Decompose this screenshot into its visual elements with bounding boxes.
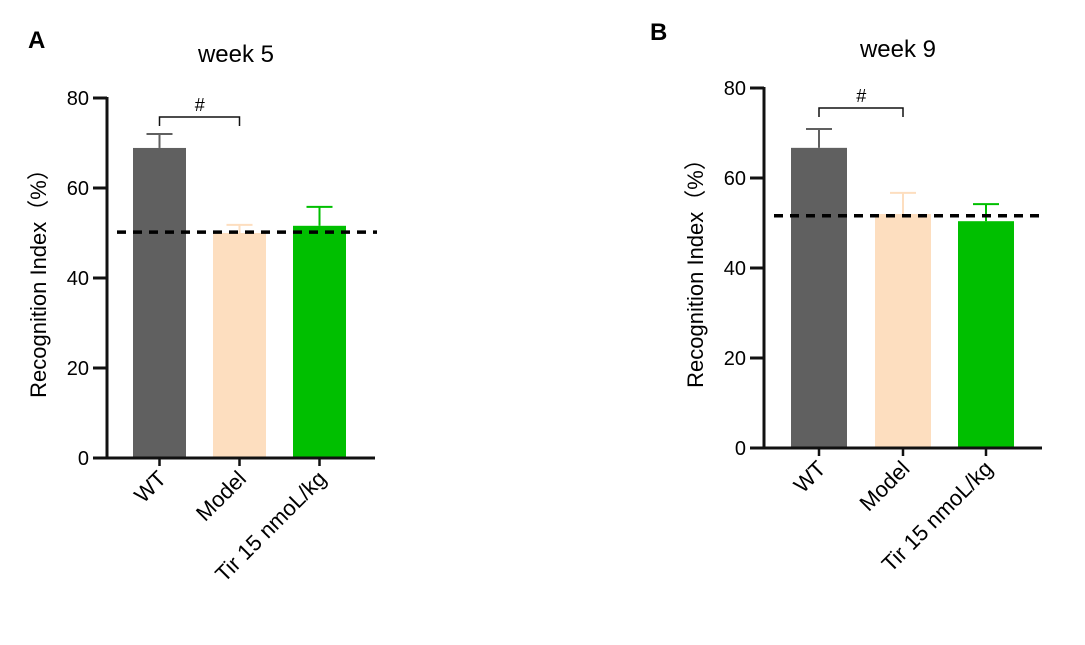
y-tick-label: 20	[67, 358, 89, 380]
x-tick-label: WT	[789, 456, 831, 498]
bar-tir	[958, 221, 1014, 448]
bar-wt	[133, 147, 186, 458]
y-axis-label: Recognition Index（%）	[683, 148, 708, 388]
bar-model	[213, 233, 266, 458]
bar-tir	[293, 225, 346, 458]
y-tick-label: 0	[735, 438, 746, 460]
y-tick-label: 60	[67, 178, 89, 200]
significance-marker: #	[856, 86, 867, 106]
significance-marker: #	[194, 95, 205, 115]
chart-title: week 9	[859, 36, 936, 63]
chart-title: week 5	[197, 41, 274, 68]
x-tick-label: WT	[129, 466, 171, 508]
y-tick-label: 0	[78, 448, 89, 470]
bar-model	[875, 214, 931, 448]
x-tick-label: Model	[191, 466, 251, 526]
panel-label: B	[650, 19, 667, 46]
y-tick-label: 60	[724, 168, 746, 190]
significance-bracket	[818, 107, 904, 117]
y-tick-label: 40	[724, 258, 746, 280]
x-tick-label: Model	[854, 456, 914, 516]
y-tick-label: 40	[67, 268, 89, 290]
y-tick-label: 80	[67, 88, 89, 110]
bar-wt	[791, 147, 847, 448]
panel-label: A	[28, 27, 45, 54]
y-tick-label: 80	[724, 78, 746, 100]
significance-bracket	[158, 116, 241, 126]
y-axis-label: Recognition Index（%）	[26, 158, 51, 398]
y-tick-label: 20	[724, 348, 746, 370]
